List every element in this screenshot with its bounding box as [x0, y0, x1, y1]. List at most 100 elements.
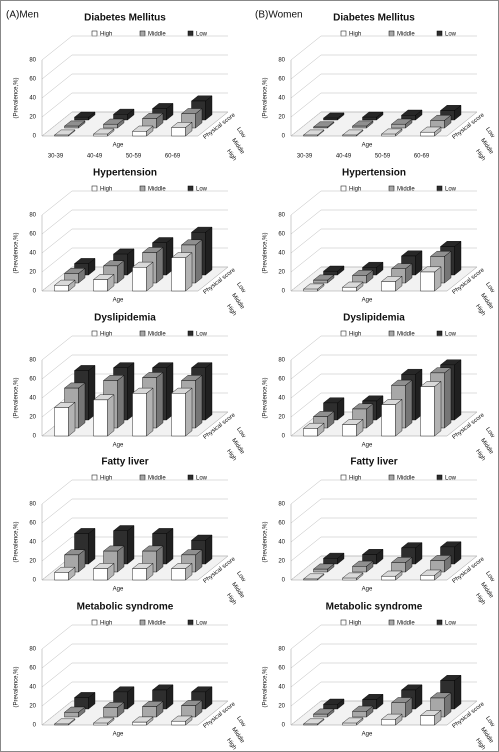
bar-side: [127, 525, 135, 565]
bar: [302, 283, 325, 292]
y-tick-label: 40: [29, 540, 36, 546]
bar-side: [166, 527, 174, 565]
x-tick-label: 30-39: [297, 154, 313, 160]
grid-line: [290, 335, 477, 361]
bar: [53, 718, 76, 726]
z-tick-label: Low: [484, 571, 496, 584]
bar-side: [205, 226, 213, 276]
grid-line: [41, 111, 228, 137]
y-tick-label: 40: [29, 396, 36, 402]
y-tick-label: 20: [29, 559, 36, 565]
bar-front: [303, 288, 318, 292]
x-axis-label: Age: [362, 298, 373, 304]
bar: [63, 120, 86, 129]
legend-swatch: [91, 619, 98, 626]
x-axis-label: Age: [113, 298, 124, 304]
bar: [390, 118, 413, 129]
legend-label: Low: [196, 32, 208, 38]
y-tick-label: 0: [33, 289, 37, 295]
legend-swatch: [187, 185, 194, 192]
bar: [341, 418, 364, 437]
legend-swatch: [187, 330, 194, 337]
bar: [341, 572, 364, 581]
legend-label: Middle: [148, 332, 166, 338]
bar: [73, 111, 96, 121]
bar-front: [93, 279, 108, 292]
bar-front: [323, 271, 338, 276]
bar: [341, 129, 364, 137]
bar: [53, 129, 76, 137]
legend-label: Middle: [148, 476, 166, 482]
bar: [63, 706, 86, 718]
bar-front: [93, 399, 108, 437]
bar: [351, 269, 374, 284]
bar: [53, 279, 76, 292]
bar: [361, 111, 384, 121]
bar: [170, 252, 193, 292]
bar-side: [444, 250, 452, 284]
bar-front: [132, 131, 147, 137]
y-tick-label: 40: [278, 96, 285, 102]
bar-side: [454, 359, 462, 421]
bar: [419, 380, 442, 437]
y-tick-label: 20: [29, 415, 36, 421]
bar: [419, 569, 442, 581]
chart-title: Metabolic syndrome: [326, 602, 423, 613]
legend-label: Low: [445, 187, 457, 193]
bar: [351, 705, 374, 718]
grid-line: [290, 681, 477, 707]
chart: Fatty liver High Middle Low 0 20 40 60 80 (Preval…: [263, 457, 496, 607]
grid-line: [290, 624, 477, 650]
legend-label: Low: [445, 621, 457, 627]
y-tick-label: 60: [29, 377, 36, 383]
z-tick-label: High: [474, 593, 486, 607]
bar-front: [420, 386, 435, 437]
y-axis-label: (Prevalence,%): [263, 521, 269, 562]
bar-front: [342, 577, 357, 581]
chart: Dyslipidemia High Middle Low 0 20 40 60 80 (Preva…: [14, 313, 247, 463]
z-tick-label: Low: [484, 716, 496, 729]
bar: [170, 715, 193, 726]
bar: [131, 562, 154, 581]
legend-label: Middle: [148, 621, 166, 627]
grid-line: [41, 498, 228, 524]
y-tick-label: 40: [29, 96, 36, 102]
grid-line: [41, 700, 228, 726]
y-tick-label: 80: [29, 502, 36, 508]
bar: [312, 410, 335, 429]
grid-line: [290, 190, 477, 216]
legend-label: High: [100, 187, 112, 193]
x-axis-label: Age: [113, 143, 124, 149]
z-tick-label: Low: [235, 716, 247, 729]
grid-line: [290, 73, 477, 99]
legend-label: High: [100, 332, 112, 338]
y-tick-label: 60: [278, 77, 285, 83]
bar: [322, 265, 345, 276]
grid-line: [290, 354, 477, 380]
bar: [351, 120, 374, 129]
y-tick-label: 0: [282, 723, 286, 729]
bar-front: [181, 705, 196, 718]
z-tick-label: Low: [484, 282, 496, 295]
bar-front: [93, 722, 108, 726]
grid-line: [290, 498, 477, 524]
y-tick-label: 60: [278, 521, 285, 527]
bar: [102, 701, 125, 718]
legend-swatch: [340, 30, 347, 37]
bar-front: [381, 719, 396, 726]
bar-side: [405, 379, 413, 429]
legend-swatch: [139, 30, 146, 37]
y-tick-label: 60: [29, 521, 36, 527]
bar-side: [185, 387, 193, 437]
legend-swatch: [436, 330, 443, 337]
y-tick-label: 20: [278, 115, 285, 121]
legend-label: Middle: [397, 476, 415, 482]
bar-front: [313, 279, 328, 284]
x-tick-label: 60-69: [414, 154, 430, 160]
bar-side: [195, 374, 203, 429]
bar-front: [132, 267, 147, 292]
legend-swatch: [91, 474, 98, 481]
x-axis-label: Age: [362, 732, 373, 738]
bar: [302, 573, 325, 581]
y-tick-label: 60: [278, 666, 285, 672]
